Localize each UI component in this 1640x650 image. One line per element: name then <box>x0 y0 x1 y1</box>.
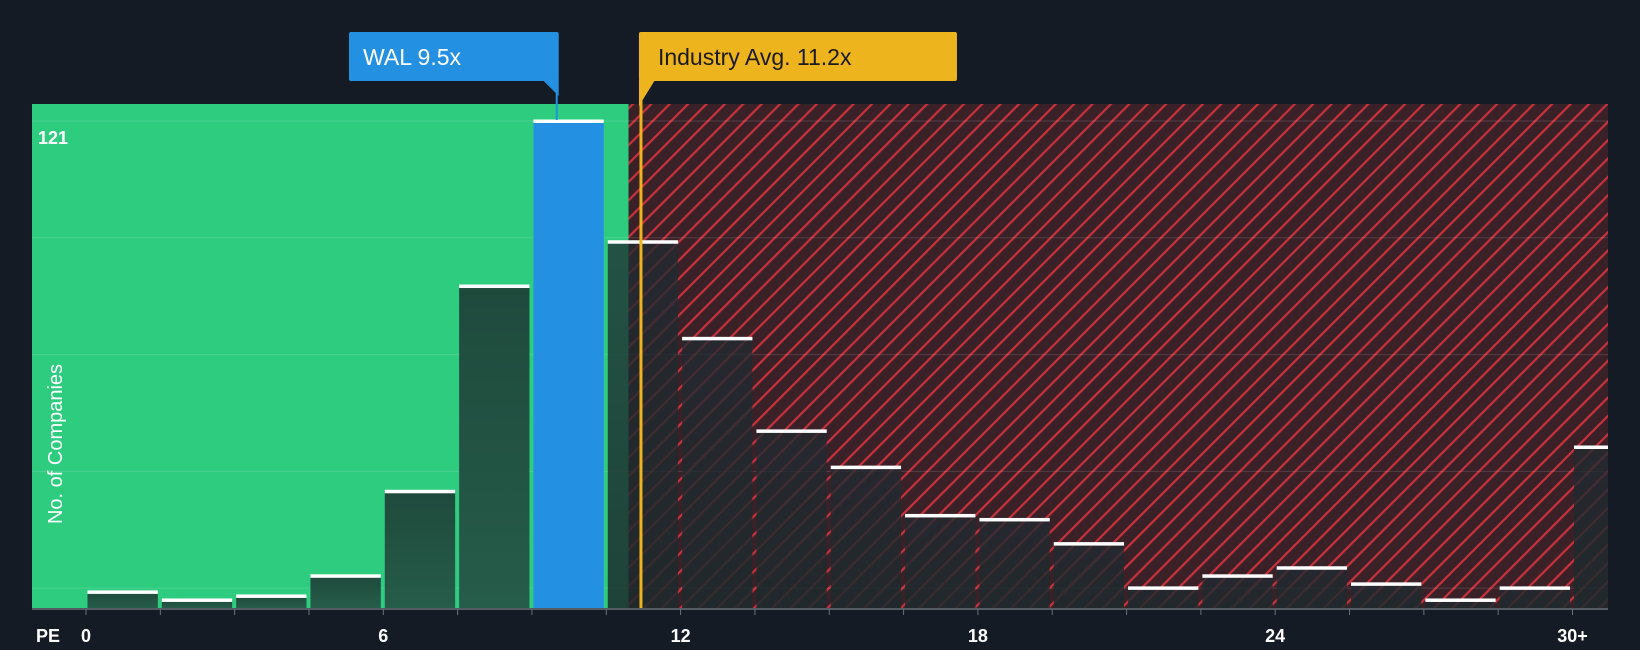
histogram-bar <box>1128 587 1199 608</box>
histogram-bar <box>1351 583 1422 608</box>
x-axis-ticks: 0 6 12 18 24 30+ <box>81 609 1588 646</box>
histogram-bar <box>1202 575 1273 608</box>
histogram-bar-top <box>1499 586 1570 590</box>
histogram-bar <box>979 519 1050 608</box>
histogram-bar <box>161 599 233 608</box>
histogram-bar <box>756 430 827 608</box>
histogram-bar-top <box>1202 574 1273 578</box>
histogram-bar <box>1425 599 1496 608</box>
histogram-bars <box>87 119 1608 608</box>
histogram-bar <box>87 591 158 608</box>
histogram-bar-top <box>682 336 753 341</box>
histogram-bar-top <box>533 119 604 123</box>
company-callout-pointer <box>542 80 559 96</box>
histogram-bar-top <box>1574 445 1608 450</box>
histogram-bar <box>1499 587 1570 608</box>
histogram-bar <box>1276 567 1348 608</box>
industry-average-marker: Industry Avg. 11.2x <box>638 32 957 608</box>
industry-callout-box <box>638 32 957 81</box>
y-max-label: 121 <box>38 128 68 148</box>
x-tick-label: 0 <box>81 626 91 646</box>
histogram-bar-top <box>979 517 1050 522</box>
histogram-bar-top <box>756 429 827 433</box>
x-tick-label: 18 <box>968 626 988 646</box>
company-callout-box <box>349 32 559 81</box>
x-tick-label: 12 <box>671 626 691 646</box>
histogram-bar <box>236 595 307 608</box>
y-axis-label: No. of Companies <box>45 364 67 524</box>
x-axis-label: PE <box>36 626 60 646</box>
histogram-bar <box>1053 543 1125 608</box>
histogram-bar <box>905 515 976 608</box>
industry-callout-pointer <box>638 80 655 106</box>
x-tick-label: 30+ <box>1557 626 1588 646</box>
histogram-bar-top <box>905 513 976 518</box>
histogram-bar-top <box>236 594 307 598</box>
histogram-bar-top <box>1351 582 1422 586</box>
histogram-bar <box>384 491 456 608</box>
histogram-bar-top <box>87 590 158 594</box>
histogram-bar-top <box>459 284 530 289</box>
histogram-bar-top <box>161 598 233 602</box>
histogram-bar-top <box>384 489 456 494</box>
histogram-bar <box>682 338 753 608</box>
company-marker: WAL 9.5x <box>349 32 559 120</box>
histogram-bar <box>310 575 381 608</box>
industry-callout-label: Industry Avg. 11.2x <box>658 44 852 70</box>
histogram-bar <box>1574 447 1608 608</box>
x-tick-label: 6 <box>378 626 388 646</box>
company-callout-label: WAL 9.5x <box>363 44 461 70</box>
histogram-bar-top <box>310 574 381 578</box>
histogram-bar-top <box>830 465 902 470</box>
histogram-bar <box>533 121 604 608</box>
x-tick-label: 24 <box>1265 626 1285 646</box>
histogram-bar <box>459 286 530 608</box>
histogram-bar-top <box>1128 586 1199 590</box>
histogram-bar-top <box>1276 566 1348 570</box>
histogram-bar <box>830 467 902 608</box>
histogram-bar <box>607 241 679 608</box>
histogram-bar-top <box>1053 542 1125 546</box>
histogram-bar-top <box>607 240 679 244</box>
histogram-bar-top <box>1425 598 1496 602</box>
